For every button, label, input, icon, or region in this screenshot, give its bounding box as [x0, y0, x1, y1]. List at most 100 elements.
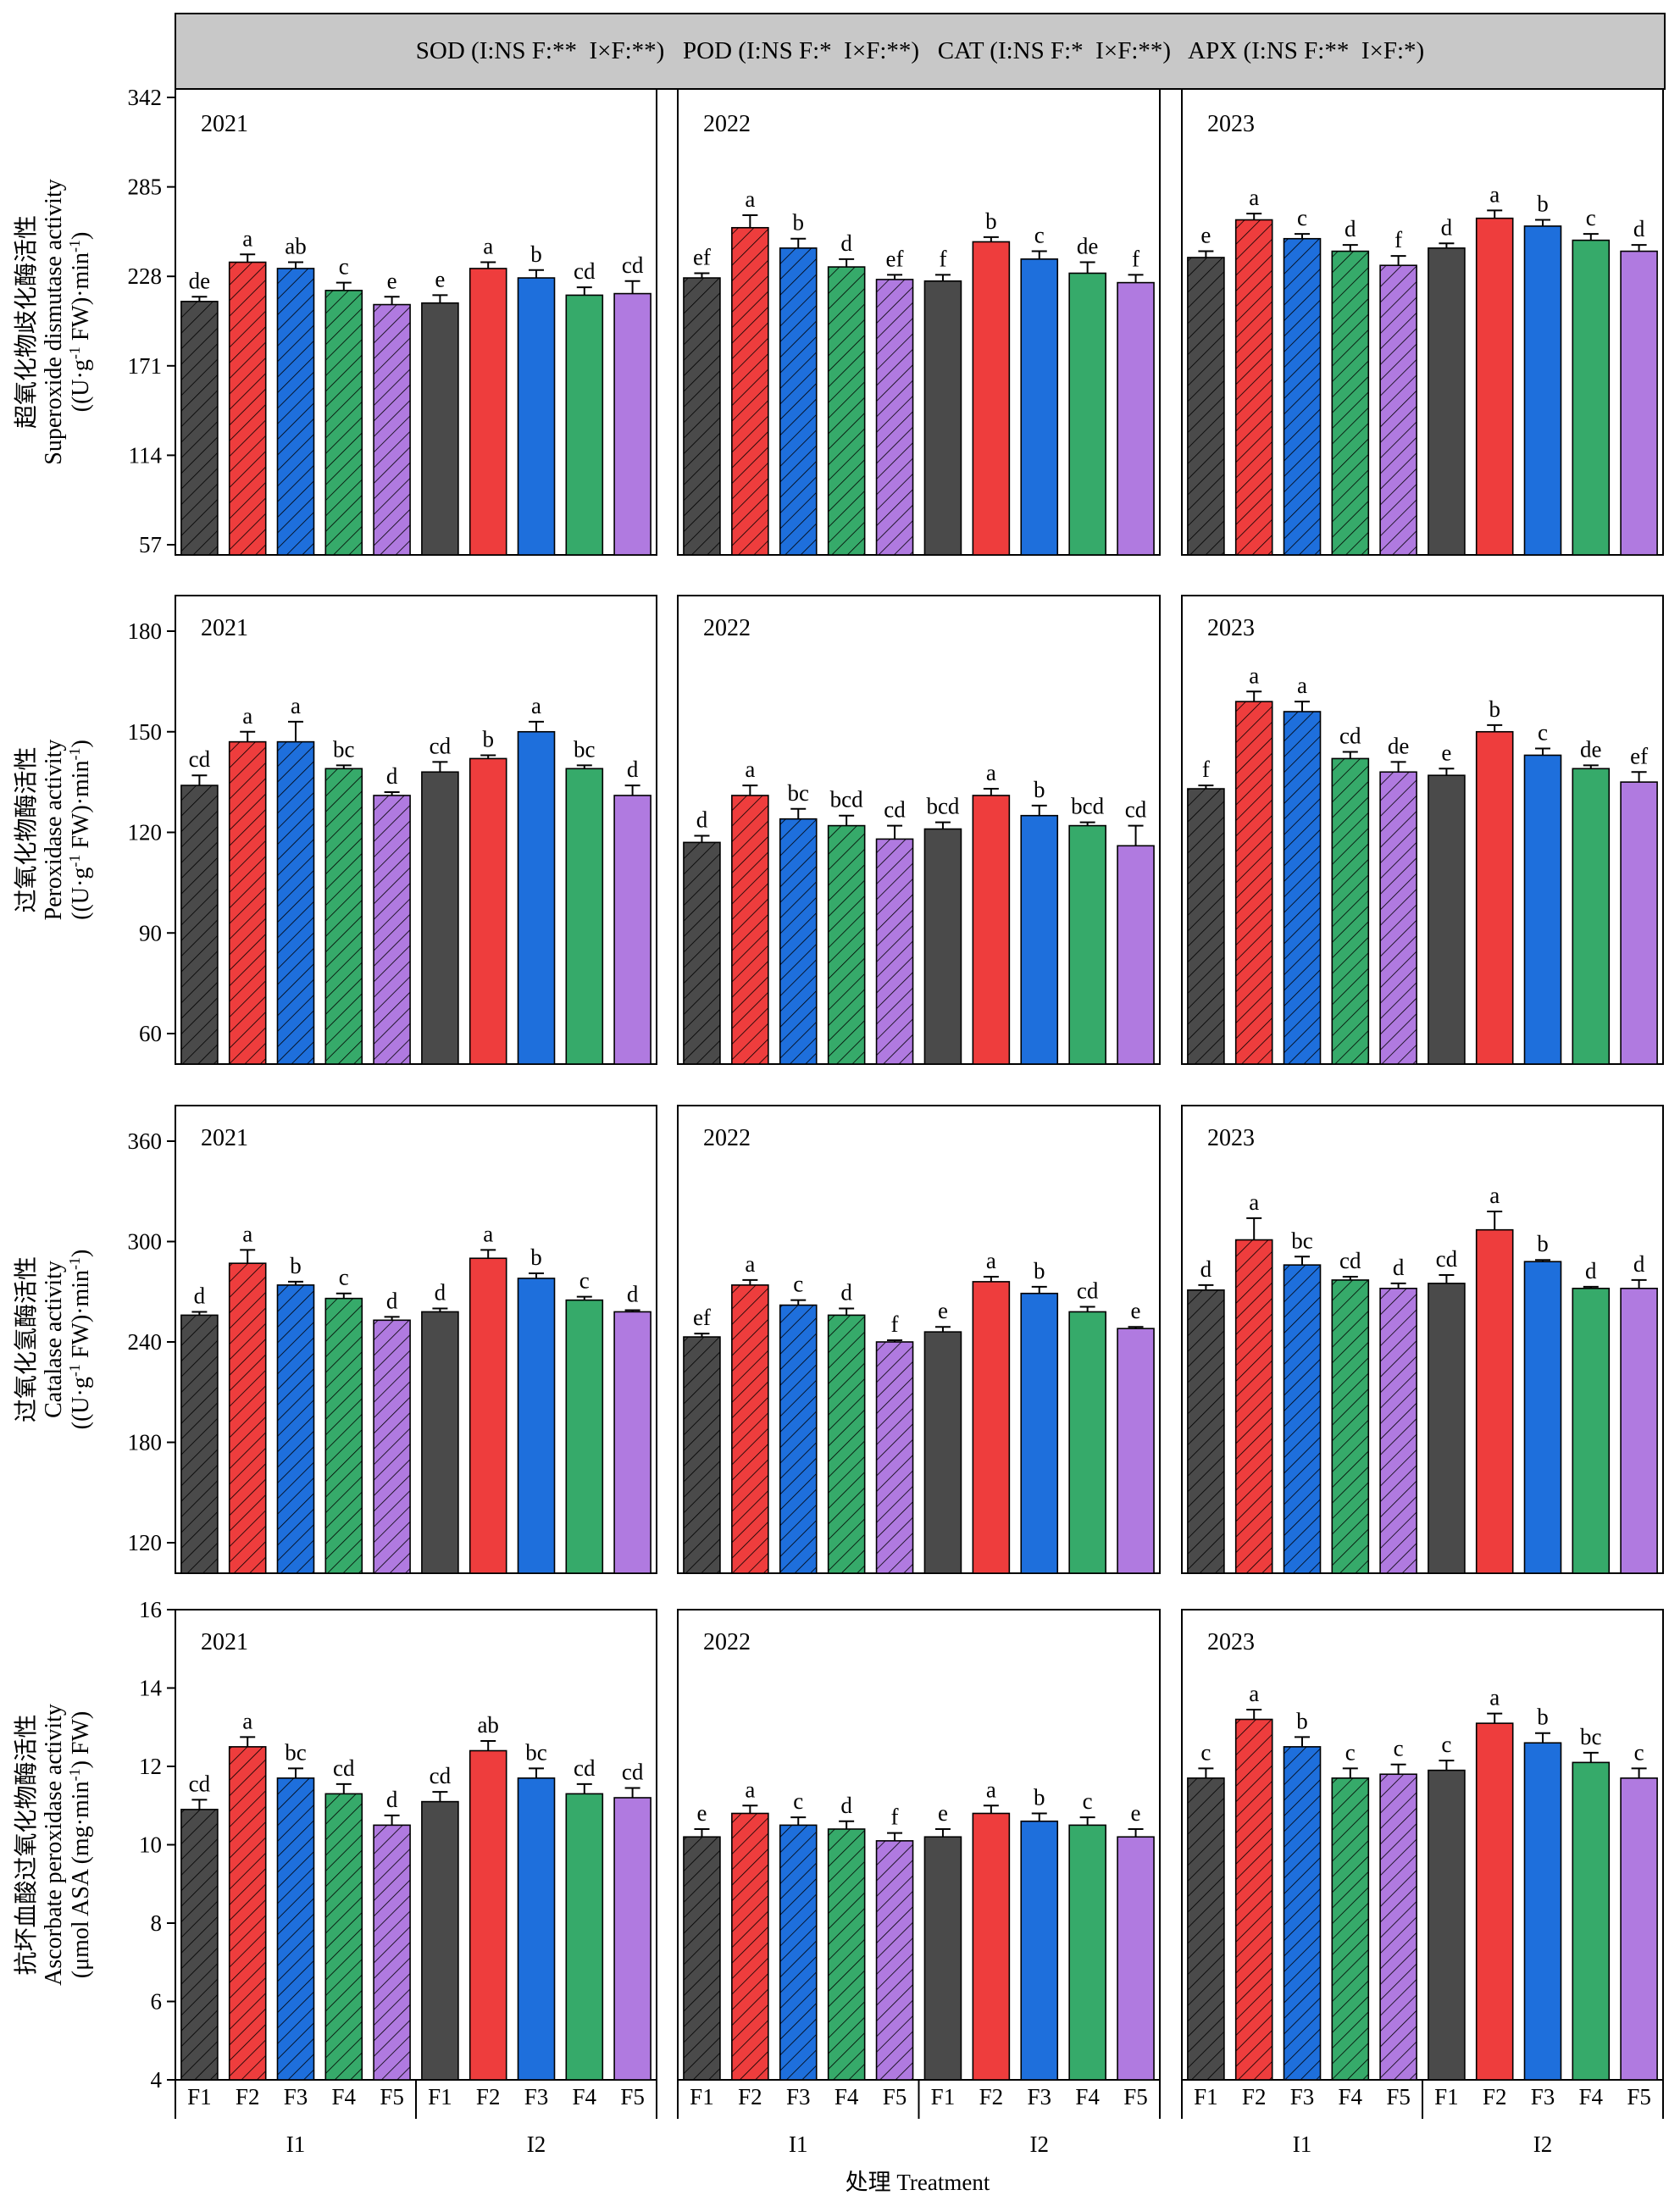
significance-letter: c [1441, 1732, 1451, 1757]
y-tick-label: 12 [139, 1754, 162, 1779]
panel-frame [677, 595, 1161, 1065]
bar-I2-F1 [421, 1800, 459, 2081]
significance-letter: b [1034, 777, 1045, 802]
bar-I2-F4 [1572, 239, 1611, 556]
significance-letter: d [435, 1280, 446, 1306]
significance-letter: ef [886, 246, 904, 271]
y-axis-label-english: Peroxidase activity [41, 740, 67, 921]
bar-I1-F1 [683, 1336, 721, 1574]
significance-letter: e [938, 1298, 948, 1323]
x-category-label: F3 [1290, 2084, 1315, 2109]
year-label: 2021 [201, 111, 248, 137]
significance-letter: c [1200, 1739, 1211, 1765]
significance-letter: a [1249, 662, 1259, 688]
significance-letter: c [1297, 205, 1307, 230]
chart-row-1: 超氧化物歧化酶活性 Superoxide dismutase activity((… [13, 85, 1664, 557]
x-category-label: F5 [883, 2084, 907, 2109]
significance-letter: a [1249, 1681, 1259, 1706]
x-category-label: F4 [1339, 2084, 1363, 2109]
y-axis-label-chinese: 超氧化物歧化酶活性 [13, 215, 40, 429]
significance-letter: d [194, 1283, 206, 1308]
significance-letter: a [1489, 1685, 1500, 1710]
significance-letter: de [1077, 234, 1099, 259]
y-axis-label-english: Catalase activity [41, 1261, 67, 1418]
bar-I1-F4 [324, 768, 363, 1065]
x-category-label: F4 [573, 2084, 597, 2109]
bar-I1-F4 [827, 1314, 866, 1574]
panel-frame [175, 1105, 657, 1574]
significance-letter: c [1634, 1739, 1644, 1765]
significance-letter: a [745, 186, 755, 212]
significance-letter: a [986, 1777, 996, 1802]
significance-letter: d [1441, 214, 1453, 240]
bar-I2-F4 [565, 1299, 604, 1574]
bar-I2-F5 [613, 795, 651, 1065]
bar-I2-F2 [1475, 730, 1514, 1065]
significance-letter: cd [333, 1755, 355, 1781]
significance-letter: e [938, 1800, 948, 1826]
chart-row-4: 抗坏血酸过氧化物酶活性 Ascorbate peroxidase activity… [13, 1597, 1664, 2093]
y-axis-label-chinese: 过氧化物酶活性 [13, 746, 40, 912]
bar-I1-F1 [1187, 1777, 1225, 2081]
bar-I1-F1 [1187, 788, 1225, 1065]
significance-letter: bcd [830, 787, 863, 812]
year-label: 2023 [1207, 615, 1255, 641]
bar-I2-F4 [1068, 272, 1106, 556]
bar-I2-F3 [1020, 814, 1059, 1065]
x-axis-title: 处理 Treatment [846, 2170, 990, 2195]
bar-I1-F5 [875, 838, 914, 1065]
year-label: 2022 [703, 1125, 751, 1151]
significance-letter: c [1034, 223, 1045, 248]
significance-letter: e [1131, 1298, 1141, 1323]
bar-I2-F3 [1020, 258, 1059, 556]
bar-I1-F1 [683, 1836, 721, 2081]
significance-letter: c [339, 1265, 349, 1290]
bar-I2-F3 [517, 730, 556, 1065]
bar-I2-F2 [469, 757, 507, 1065]
bar-I1-F1 [1187, 257, 1225, 556]
significance-letter: a [745, 1251, 755, 1277]
significance-letter: cd [574, 258, 596, 284]
significance-letter: b [1489, 696, 1500, 722]
bar-I2-F4 [1068, 1311, 1106, 1574]
bar-I2-F1 [1428, 1283, 1466, 1574]
y-tick-label: 342 [128, 85, 163, 110]
bar-I1-F5 [875, 1840, 914, 2081]
bar-I2-F4 [565, 294, 604, 556]
bar-I1-F2 [731, 226, 769, 556]
bar-I1-F2 [228, 740, 267, 1065]
x-category-label: F2 [476, 2084, 501, 2109]
bar-I2-F4 [1572, 768, 1611, 1065]
year-label: 2023 [1207, 111, 1255, 137]
bar-I1-F2 [1234, 1718, 1273, 2081]
bar-I1-F2 [731, 1284, 769, 1574]
bar-I1-F1 [1187, 1289, 1225, 1574]
significance-letter: bc [333, 736, 355, 762]
significance-letter: b [1296, 1708, 1308, 1733]
bar-I1-F2 [228, 261, 267, 556]
y-tick-label: 150 [128, 719, 163, 745]
bar-I2-F5 [1117, 845, 1155, 1065]
year-label: 2023 [1207, 1125, 1255, 1151]
bar-I1-F5 [373, 795, 411, 1065]
bar-I1-F4 [324, 1297, 363, 1574]
y-tick-label: 240 [128, 1329, 163, 1355]
significance-letter: c [339, 254, 349, 280]
bar-I2-F4 [1068, 1824, 1106, 2081]
bar-I2-F5 [613, 1311, 651, 1574]
y-tick-label: 6 [151, 1989, 163, 2015]
significance-letter: de [1580, 736, 1602, 762]
y-tick-label: 114 [129, 442, 163, 468]
bar-I2-F1 [923, 1836, 962, 2081]
bar-I1-F4 [324, 1793, 363, 2081]
panel-2023-row-1: 2023 e a c d f d a b c d [1181, 88, 1664, 556]
significance-letter: b [530, 1245, 542, 1270]
y-axis-label-units: ((U·g-1 FW)·min-1) [66, 740, 94, 920]
bar-I2-F5 [1620, 1777, 1658, 2081]
x-category-label: F2 [236, 2084, 260, 2109]
chart-row-2: 过氧化物酶活性 Peroxidase activity ((U·g-1 FW)·mi… [13, 595, 1664, 1065]
panel-frame [1181, 595, 1664, 1065]
bar-I2-F5 [1620, 781, 1658, 1065]
x-category-label: F1 [690, 2084, 714, 2109]
x-category-label: F1 [931, 2084, 956, 2109]
